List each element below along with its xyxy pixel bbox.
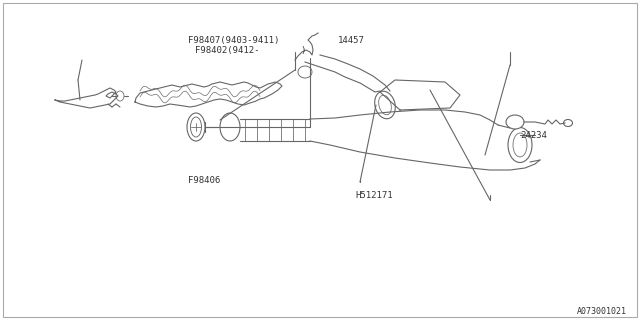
Ellipse shape — [374, 91, 396, 119]
Text: F98406: F98406 — [188, 175, 220, 185]
Text: A073001021: A073001021 — [577, 307, 627, 316]
Ellipse shape — [187, 113, 205, 141]
Ellipse shape — [220, 113, 240, 141]
Text: 24234: 24234 — [520, 131, 547, 140]
Text: ): ) — [300, 45, 305, 54]
Text: F98402(9412-: F98402(9412- — [195, 45, 259, 54]
Ellipse shape — [508, 127, 532, 163]
Text: H512171: H512171 — [355, 190, 392, 199]
Text: 14457: 14457 — [338, 36, 365, 44]
Ellipse shape — [506, 115, 524, 129]
Text: F98407(9403-9411): F98407(9403-9411) — [188, 36, 280, 44]
